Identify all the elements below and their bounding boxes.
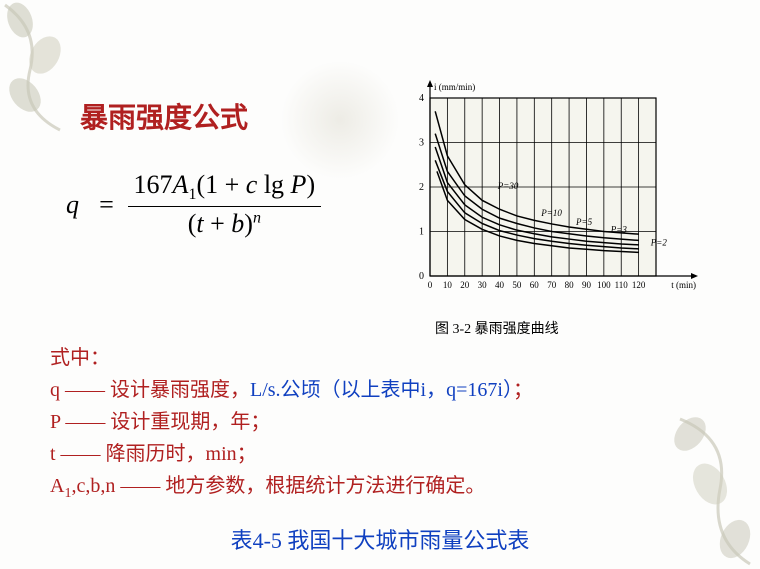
svg-text:50: 50 (512, 280, 522, 290)
svg-text:P=5: P=5 (575, 217, 593, 227)
svg-text:i (mm/min): i (mm/min) (434, 82, 475, 92)
explain-line-p: P —— 设计重现期，年； (50, 406, 533, 438)
svg-text:80: 80 (565, 280, 575, 290)
svg-text:2: 2 (419, 182, 424, 193)
rainfall-formula: q = 167A1(1 + c lg P) (t + b)n (60, 170, 321, 239)
formula-numerator: 167A1(1 + c lg P) (128, 170, 322, 207)
equals-sign: = (92, 190, 122, 219)
svg-text:P=10: P=10 (540, 208, 562, 218)
svg-text:1: 1 (419, 227, 424, 238)
rainfall-intensity-chart: 0 10 20 30 40 50 60 70 80 90 100 110120 0 1 2 3 4 i (mm/m… (400, 80, 700, 300)
chart-caption: 图 3-2 暴雨强度曲线 (435, 318, 559, 338)
formula-lhs: q (60, 190, 85, 219)
explain-line-params: A1,c,b,n —— 地方参数，根据统计方法进行确定。 (50, 470, 533, 505)
formula-denominator: (t + b)n (128, 207, 322, 239)
svg-text:10: 10 (443, 280, 453, 290)
ornament-leaf-blur (280, 60, 400, 180)
svg-text:20: 20 (460, 280, 470, 290)
svg-text:P=2: P=2 (650, 238, 668, 248)
explain-header: 式中： (50, 342, 533, 374)
svg-text:90: 90 (582, 280, 592, 290)
formula-fraction: 167A1(1 + c lg P) (t + b)n (128, 170, 322, 239)
explain-line-q: q —— 设计暴雨强度，L/s.公顷（以上表中i，q=167i）； (50, 374, 533, 406)
svg-text:100: 100 (597, 280, 611, 290)
parameter-explanation: 式中： q —— 设计暴雨强度，L/s.公顷（以上表中i，q=167i）； P … (50, 342, 533, 505)
svg-text:0: 0 (428, 280, 433, 290)
svg-text:40: 40 (495, 280, 505, 290)
svg-text:0: 0 (419, 271, 424, 282)
page-title: 暴雨强度公式 (80, 96, 248, 136)
svg-text:P=30: P=30 (497, 181, 519, 191)
svg-text:4: 4 (419, 93, 424, 104)
svg-text:3: 3 (419, 138, 424, 149)
svg-text:110: 110 (615, 280, 629, 290)
svg-text:70: 70 (547, 280, 557, 290)
explain-line-t: t —— 降雨历时，min； (50, 438, 533, 470)
svg-text:t (min): t (min) (671, 280, 696, 290)
svg-text:30: 30 (478, 280, 488, 290)
svg-text:P=3: P=3 (610, 224, 628, 234)
table-reference: 表4-5 我国十大城市雨量公式表 (0, 523, 760, 555)
svg-text:60: 60 (530, 280, 540, 290)
svg-text:120: 120 (632, 280, 646, 290)
